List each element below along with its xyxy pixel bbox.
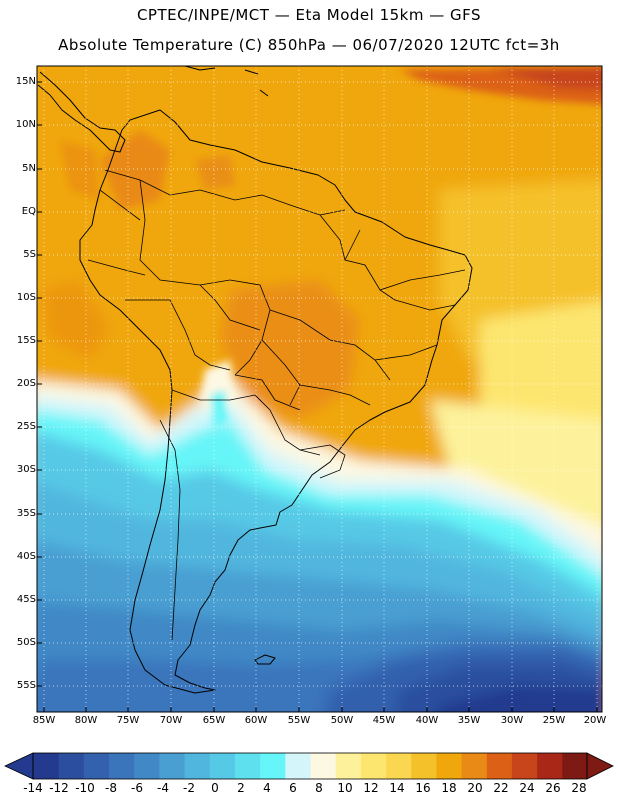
colorbar-label: 20 (467, 781, 483, 795)
colorbar (4, 752, 614, 780)
colorbar-swatch (284, 753, 311, 779)
colorbar-swatch (461, 753, 487, 779)
lat-label: 10N (15, 119, 36, 130)
colorbar-swatch (234, 753, 261, 779)
lat-label: 50S (16, 637, 36, 648)
colorbar-label: 28 (571, 781, 587, 795)
lat-label: 5S (23, 249, 36, 260)
map-frame (36, 65, 603, 713)
colorbar-swatch (486, 753, 512, 779)
colorbar-low-arrow (4, 752, 34, 780)
colorbar-label: -10 (75, 781, 95, 795)
colorbar-label: 22 (493, 781, 509, 795)
colorbar-swatch (561, 753, 588, 779)
colorbar-swatch (209, 753, 235, 779)
colorbar-label: -12 (49, 781, 69, 795)
map-title-line-1: CPTEC/INPE/MCT — Eta Model 15km — GFS (136, 6, 482, 24)
colorbar-label: 0 (211, 781, 219, 795)
south-america-coastline (79, 109, 473, 694)
caribbean-islands (184, 66, 269, 97)
colorbar-label: -2 (183, 781, 195, 795)
colorbar-swatch (310, 753, 336, 779)
lon-label: 55W (287, 715, 311, 726)
colorbar-label: -6 (131, 781, 143, 795)
colorbar-label: 26 (545, 781, 561, 795)
colorbar-swatch (184, 753, 210, 779)
lat-label: 45S (16, 594, 36, 605)
colorbar-swatch (410, 753, 437, 779)
lat-label: 15S (16, 335, 36, 346)
lon-label: 35W (457, 715, 481, 726)
colorbar-label: 24 (519, 781, 535, 795)
colorbar-label: 14 (389, 781, 405, 795)
colorbar-swatch (435, 753, 462, 779)
colorbar-swatch (385, 753, 412, 779)
colorbar-swatch (83, 753, 110, 779)
lat-label: 10S (16, 292, 36, 303)
colorbar-swatch (158, 753, 185, 779)
lat-label: 40S (16, 551, 36, 562)
lon-label: 75W (116, 715, 140, 726)
colorbar-high-arrow (586, 752, 614, 780)
colorbar-label: 18 (441, 781, 457, 795)
lat-label: 55S (16, 680, 36, 691)
colorbar-label: 2 (237, 781, 245, 795)
temperature-field (37, 66, 602, 712)
lon-label: 60W (244, 715, 268, 726)
lon-label: 20W (583, 715, 607, 726)
lon-label: 30W (500, 715, 524, 726)
hot-spot-field (60, 66, 602, 430)
colorbar-swatch (511, 753, 538, 779)
coastlines (37, 66, 473, 694)
lon-label: 25W (542, 715, 566, 726)
lat-label: 20S (16, 378, 36, 389)
colorbar-swatch (536, 753, 563, 779)
lat-label: EQ (21, 206, 36, 217)
falkland-islands (254, 654, 276, 665)
lon-label: 85W (32, 715, 56, 726)
lon-label: 65W (202, 715, 226, 726)
colorbar-swatch (58, 753, 84, 779)
colorbar-label: 4 (263, 781, 271, 795)
lon-label: 50W (330, 715, 354, 726)
colorbar-label: 12 (363, 781, 379, 795)
lon-label: 80W (74, 715, 98, 726)
lat-label: 5N (22, 163, 36, 174)
colorbar-label: -14 (23, 781, 43, 795)
colorbar-label: -8 (105, 781, 117, 795)
colorbar-swatch (360, 753, 387, 779)
colorbar-frame (32, 752, 588, 780)
map-title-line-2: Absolute Temperature (C) 850hPa — 06/07/… (58, 36, 560, 54)
colorbar-label: 8 (315, 781, 323, 795)
colorbar-swatch (133, 753, 160, 779)
lat-label: 15N (15, 76, 36, 87)
central-america-coastline (37, 71, 126, 153)
colorbar-swatch (33, 753, 59, 779)
colorbar-label: 10 (337, 781, 353, 795)
lon-label: 40W (415, 715, 439, 726)
colorbar-label: 16 (415, 781, 431, 795)
lat-label: 25S (16, 421, 36, 432)
colorbar-swatch (259, 753, 286, 779)
lat-label: 30S (16, 464, 36, 475)
lon-label: 45W (372, 715, 396, 726)
axis-ticks (37, 81, 598, 712)
colorbar-swatch (108, 753, 135, 779)
lon-label: 70W (159, 715, 183, 726)
colorbar-label: 6 (289, 781, 297, 795)
lat-label: 35S (16, 508, 36, 519)
colorbar-label: -4 (157, 781, 169, 795)
colorbar-swatch (335, 753, 361, 779)
